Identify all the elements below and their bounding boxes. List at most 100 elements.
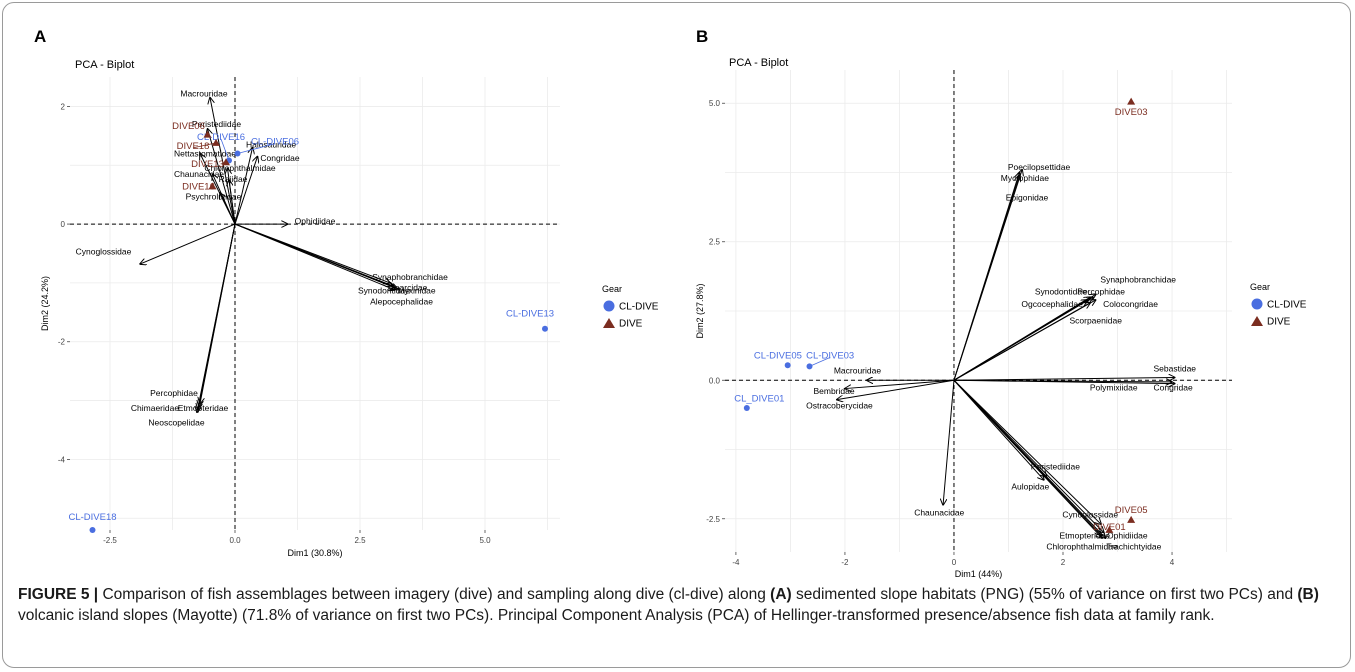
x-tick-label: -2 xyxy=(841,558,849,567)
variable-label-neoscopelidae: Neoscopelidae xyxy=(148,417,205,427)
variable-label-chaunacidae: Chaunacidae xyxy=(914,508,964,518)
legend-marker-cl-dive xyxy=(603,300,615,312)
leader-cl-dive16 xyxy=(220,138,230,161)
variable-label-macrouridae: Macrouridae xyxy=(180,88,228,98)
arrow-ogcocephalidae xyxy=(953,300,1088,381)
x-tick-label: -4 xyxy=(732,558,740,567)
x-tick-label: 4 xyxy=(1170,558,1175,567)
arrow-macrouridae xyxy=(210,98,236,225)
point-label-cl-dive13: CL-DIVE13 xyxy=(506,309,554,320)
arrow-rajidae xyxy=(229,180,236,225)
variable-label-nettastomatidae: Nettastomatidae xyxy=(174,148,236,158)
variable-label-chlorophthalmidae: Chlorophthalmidae xyxy=(1046,541,1118,551)
variable-label-bembridae: Bembridae xyxy=(813,386,854,396)
variable-label-cynoglossidae: Cynoglossidae xyxy=(1062,509,1118,519)
variable-label-congridae: Congridae xyxy=(260,153,299,163)
variable-label-zoarcidae: Zoarcidae xyxy=(390,283,428,293)
variable-label-poecilopsettidae: Poecilopsettidae xyxy=(1008,162,1071,172)
variable-label-etmopteridae: Etmopteridae xyxy=(1060,530,1111,540)
legend-label-cl-dive: CL-DIVE xyxy=(619,302,659,313)
variable-label-epigonidae: Epigonidae xyxy=(1006,192,1049,202)
x-axis-title: Dim1 (30.8%) xyxy=(287,548,342,558)
arrow-cynoglossidae xyxy=(953,379,1101,524)
caption-figure-label: FIGURE 5 | xyxy=(18,586,99,603)
x-axis-title: Dim1 (44%) xyxy=(955,569,1003,579)
variable-label-chaunacidae: Chaunacidae xyxy=(174,169,224,179)
variable-label-ostracoberycidae: Ostracoberycidae xyxy=(806,401,873,411)
arrow-chaunacidae xyxy=(943,380,955,505)
x-tick-label: 0 xyxy=(952,558,957,567)
figure-charts: A PCA - Biplot -2.5 0.0 2.5 5.0 -4 -2 0 2 Dim1 (30… xyxy=(34,27,1307,579)
arrow-epigonidae xyxy=(953,175,1019,381)
y-axis-title: Dim2 (24.2%) xyxy=(40,276,50,331)
arrow-sebastidae xyxy=(953,377,1175,380)
x-tick-label: 2 xyxy=(1061,558,1066,567)
caption-part: volcanic island slopes (Mayotte) (71.8% … xyxy=(18,607,1215,624)
point-label-dive01: DIVE01 xyxy=(1093,522,1126,533)
variable-label-cynoglossidae: Cynoglossidae xyxy=(76,247,132,257)
caption-part: (A) xyxy=(770,586,792,603)
variable-label-rajidae: Rajidae xyxy=(219,174,248,184)
arrow-ostracoberycidae xyxy=(837,379,955,399)
legend-title: Gear xyxy=(602,284,622,294)
variable-label-synodontidae: Synodontidae xyxy=(1035,287,1087,297)
point-dive16 xyxy=(208,182,217,190)
point-label-dive13: DIVE13 xyxy=(191,159,224,170)
leader-cl-dive03 xyxy=(809,356,831,367)
point-label-dive03: DIVE03 xyxy=(1115,107,1148,118)
point-label-cl-dive06: CL-DIVE06 xyxy=(251,137,299,148)
point-label-cl-dive01: CL_DIVE01 xyxy=(734,394,784,405)
variable-label-trachichtyidae: Trachichtyidae xyxy=(1106,541,1161,551)
variable-label-alepocephalidae: Alepocephalidae xyxy=(370,297,433,307)
point-cl-dive18 xyxy=(89,527,96,533)
point-label-cl-dive18: CL-DIVE18 xyxy=(68,512,116,523)
variable-label-peristediidae: Peristediidae xyxy=(1031,462,1080,472)
variable-label-synaphobranchidae: Synaphobranchidae xyxy=(372,272,448,282)
arrow-congridae xyxy=(234,156,258,225)
arrow-neoscopelidae xyxy=(197,223,236,412)
x-tick-label: 2.5 xyxy=(354,536,366,545)
variable-label-ophidiidae: Ophidiidae xyxy=(1107,530,1148,540)
y-tick-label: -2 xyxy=(58,338,66,347)
variable-label-percophidae: Percophidae xyxy=(1077,287,1125,297)
leader-cl-dive06 xyxy=(237,143,276,154)
variable-label-scorpaenidae: Scorpaenidae xyxy=(1069,315,1122,325)
legend-label-cl-dive: CL-DIVE xyxy=(1267,300,1307,311)
point-dive18 xyxy=(212,138,220,146)
panel-letter: B xyxy=(696,27,708,46)
legend-label-dive: DIVE xyxy=(619,319,643,330)
arrow-peristediidae xyxy=(208,129,236,225)
variable-label-macrouridae: Macrouridae xyxy=(834,365,882,375)
point-dive03 xyxy=(1127,97,1136,105)
point-cl-dive01 xyxy=(743,404,750,411)
variable-label-synaphobranchidae: Synaphobranchidae xyxy=(1100,274,1176,284)
point-label-dive05: DIVE05 xyxy=(1115,505,1148,516)
arrow-alepocephalidae xyxy=(234,223,395,290)
caption-part: Comparison of fish assemblages between i… xyxy=(98,586,771,603)
variable-label-sebastidae: Sebastidae xyxy=(1153,364,1196,374)
point-label-cl-dive05: CL-DIVE05 xyxy=(754,350,802,361)
point-label-cl-dive03: CL-DIVE03 xyxy=(806,350,854,361)
point-label-dive06: DIVE06 xyxy=(172,121,205,132)
panel-a: A PCA - Biplot -2.5 0.0 2.5 5.0 -4 -2 0 2 Dim1 (30… xyxy=(34,27,659,558)
variable-label-myctophidae: Myctophidae xyxy=(1001,173,1049,183)
legend-title: Gear xyxy=(1250,282,1270,292)
y-tick-label: -4 xyxy=(58,455,66,464)
point-dive13 xyxy=(222,158,230,166)
variable-label-chimaeridae: Chimaeridae xyxy=(131,403,179,413)
legend-label-dive: DIVE xyxy=(1267,317,1291,328)
arrow-congridae xyxy=(953,379,1175,383)
y-tick-label: 2 xyxy=(61,102,66,111)
point-label-dive18: DIVE18 xyxy=(177,141,210,152)
point-cl-dive05 xyxy=(784,362,791,369)
caption-part: (B) xyxy=(1297,586,1319,603)
y-tick-label: -2.5 xyxy=(706,515,720,524)
variable-label-psychrolutidae: Psychrolutidae xyxy=(186,191,242,201)
x-tick-label: 5.0 xyxy=(479,536,491,545)
variable-label-synodontidae: Synodontidae xyxy=(358,286,410,296)
y-tick-label: 5.0 xyxy=(709,99,721,108)
caption-part: sedimented slope habitats (PNG) (55% of … xyxy=(791,586,1298,603)
legend-marker-dive xyxy=(1251,316,1263,326)
variable-label-myxinidae: Myxinidae xyxy=(397,286,436,296)
figure-caption: FIGURE 5 | Comparison of fish assemblage… xyxy=(18,584,1338,626)
